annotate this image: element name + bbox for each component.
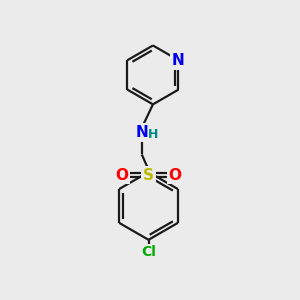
Text: H: H — [148, 128, 158, 141]
Text: N: N — [172, 53, 185, 68]
Text: O: O — [116, 167, 128, 182]
Text: S: S — [143, 167, 154, 182]
Text: Cl: Cl — [141, 245, 156, 259]
Text: O: O — [169, 167, 182, 182]
Text: N: N — [135, 125, 148, 140]
